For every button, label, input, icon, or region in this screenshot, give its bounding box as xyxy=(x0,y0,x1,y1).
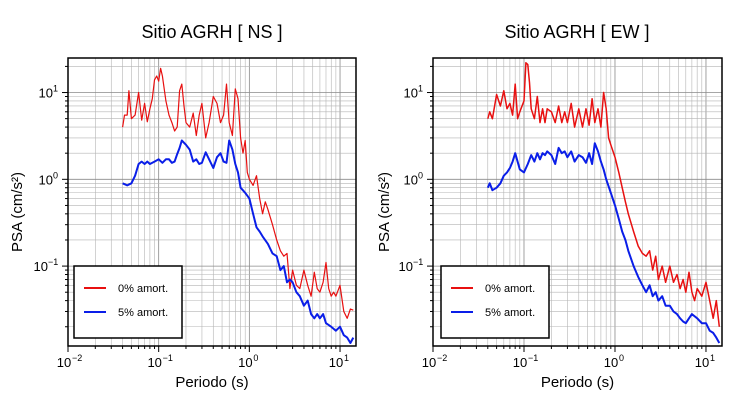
y-tick-exponent: −1 xyxy=(48,257,58,267)
chart-title: Sitio AGRH [ EW ] xyxy=(504,22,649,42)
y-tick-exponent: 0 xyxy=(53,170,58,180)
x-tick-exponent: 0 xyxy=(619,353,624,363)
y-tick-label: 10 xyxy=(34,259,48,274)
y-tick-label: 10 xyxy=(404,86,418,101)
y-tick-exponent: 0 xyxy=(418,170,423,180)
x-axis-label: Periodo (s) xyxy=(541,374,614,391)
x-tick-label: 10 xyxy=(422,355,436,370)
chart-title: Sitio AGRH [ NS ] xyxy=(141,22,282,42)
series-line-amort-5 xyxy=(122,139,355,344)
x-tick-exponent: 1 xyxy=(344,353,349,363)
legend-label-amort-0: 0% amort. xyxy=(485,283,535,295)
y-axis-label: PSA (cm/s²) xyxy=(376,172,393,252)
legend-label-amort-0: 0% amort. xyxy=(118,283,168,295)
legend-label-amort-5: 5% amort. xyxy=(485,307,535,319)
x-tick-exponent: −2 xyxy=(72,353,82,363)
x-tick-exponent: −1 xyxy=(163,353,173,363)
x-tick-label: 10 xyxy=(329,355,343,370)
y-tick-exponent: −1 xyxy=(413,257,423,267)
x-tick-label: 10 xyxy=(695,355,709,370)
legend-box xyxy=(73,265,183,339)
x-axis-label: Periodo (s) xyxy=(175,374,248,391)
x-tick-exponent: −1 xyxy=(528,353,538,363)
plot-frame xyxy=(67,57,357,347)
y-axis-label: PSA (cm/s²) xyxy=(9,172,26,252)
y-tick-exponent: 1 xyxy=(53,84,58,94)
x-tick-label: 10 xyxy=(604,355,618,370)
legend: 0% amort. 5% amort. xyxy=(73,265,183,339)
series-line-amort-0 xyxy=(122,67,354,319)
legend-label-amort-5: 5% amort. xyxy=(118,307,168,319)
y-tick-exponent: 1 xyxy=(418,84,423,94)
y-tick-label: 10 xyxy=(404,172,418,187)
legend-box xyxy=(440,265,550,339)
x-tick-exponent: 1 xyxy=(710,353,715,363)
y-tick-label: 10 xyxy=(399,259,413,274)
plot-frame xyxy=(432,57,723,347)
x-tick-label: 10 xyxy=(57,355,71,370)
y-tick-label: 10 xyxy=(39,86,53,101)
x-tick-label: 10 xyxy=(513,355,527,370)
y-tick-label: 10 xyxy=(39,172,53,187)
x-tick-label: 10 xyxy=(238,355,252,370)
x-tick-label: 10 xyxy=(147,355,161,370)
series-line-amort-5 xyxy=(486,142,721,344)
series-line-amort-0 xyxy=(487,62,721,327)
legend: 0% amort. 5% amort. xyxy=(440,265,550,339)
x-tick-exponent: 0 xyxy=(253,353,258,363)
x-tick-exponent: −2 xyxy=(437,353,447,363)
